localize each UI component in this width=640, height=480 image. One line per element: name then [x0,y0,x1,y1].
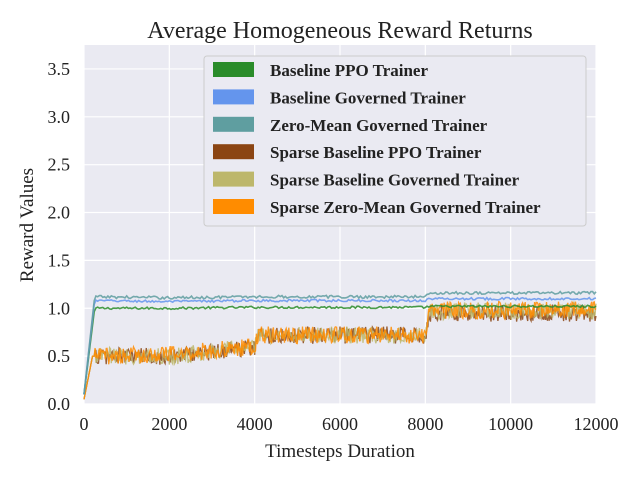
x-tick-label: 2000 [151,414,187,434]
x-tick-label: 0 [80,414,89,434]
legend-box [203,55,587,227]
legend: Baseline PPO Trainer Baseline Governed Tr… [203,55,587,227]
series-line [83,290,597,395]
x-tick-label: 10000 [488,414,533,434]
series-line [83,304,597,395]
y-tick-label: 2.5 [48,155,71,175]
legend-swatch [213,89,254,105]
y-axis-ticks: 0.0 0.5 1.0 1.5 2.0 2.5 3.0 3.5 [48,59,71,414]
series-line [83,300,597,400]
legend-swatch [213,144,254,160]
x-axis-ticks: 0 2000 4000 6000 8000 10000 12000 [80,414,619,434]
legend-label: Baseline PPO Trainer [270,61,428,80]
x-tick-label: 12000 [574,414,619,434]
series-lines [83,290,597,400]
legend-swatch [213,116,254,132]
series-line [83,296,597,395]
legend-swatch [213,62,254,77]
x-axis-label: Timesteps Duration [265,441,415,462]
x-tick-label: 8000 [407,414,443,434]
legend-label: Sparse Zero-Mean Governed Trainer [270,198,541,217]
legend-label: Baseline Governed Trainer [270,88,466,107]
x-tick-label: 6000 [322,414,358,434]
y-axis-label: Reward Values [17,168,38,282]
y-tick-label: 2.0 [48,203,71,223]
y-tick-label: 3.0 [48,107,71,127]
legend-label: Zero-Mean Governed Trainer [270,116,488,135]
legend-label: Sparse Baseline Governed Trainer [270,171,520,190]
y-tick-label: 0.5 [48,346,71,366]
y-tick-label: 1.0 [48,298,71,318]
series-line [83,300,597,400]
legend-swatch [213,171,254,187]
chart-title: Average Homogeneous Reward Returns [147,18,532,44]
legend-swatch [213,199,254,214]
y-tick-label: 0.0 [48,394,71,414]
y-tick-label: 3.5 [48,59,71,79]
y-tick-label: 1.5 [48,250,71,270]
x-tick-label: 4000 [237,414,273,434]
legend-label: Sparse Baseline PPO Trainer [270,143,482,162]
